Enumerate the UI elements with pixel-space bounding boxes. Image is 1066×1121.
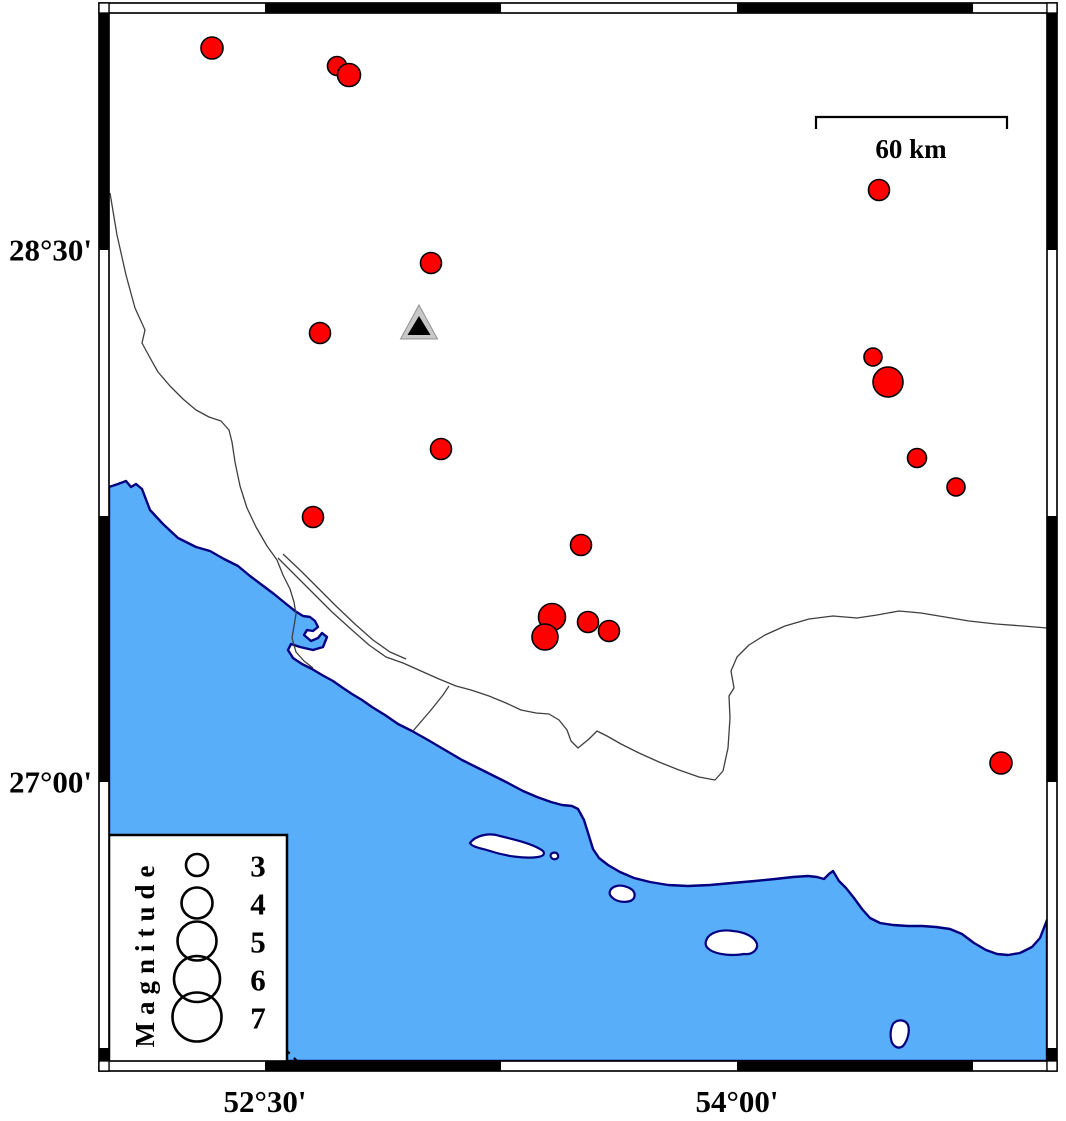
frame-outer-outline	[98, 2, 1058, 1072]
earthquake-layer	[200, 36, 1013, 775]
earthquake-marker	[989, 751, 1013, 775]
earthquake-marker	[906, 447, 928, 469]
lon-label-54-00: 54°00'	[695, 1084, 778, 1119]
earthquake-marker	[419, 251, 443, 275]
legend-circle-mag-6	[172, 954, 222, 1004]
inland-boundary-line	[412, 685, 450, 732]
legend-circle-mag-5	[176, 920, 218, 962]
frame-corner	[98, 1060, 110, 1072]
legend-symbol-scale	[171, 852, 223, 1043]
legend-mag-3: 3	[250, 849, 266, 884]
earthquake-marker	[867, 178, 891, 202]
frame-corner	[98, 2, 110, 14]
station-triangle-inner	[407, 316, 431, 335]
frame-inner-outline	[108, 12, 1048, 1062]
earthquake-marker	[336, 62, 362, 88]
sea-polygon	[109, 479, 1047, 1061]
legend-circle-mag-3	[184, 852, 210, 878]
scale-bar-label: 60 km	[875, 134, 947, 164]
earthquake-marker	[301, 505, 325, 529]
legend-mag-4: 4	[250, 887, 266, 922]
frame-seg	[1047, 13, 1057, 250]
frame-seg	[737, 1061, 973, 1071]
island	[468, 833, 545, 859]
inland-boundary-line	[109, 192, 314, 669]
legend-circle-mag-4	[180, 886, 214, 920]
earthquake-marker	[569, 533, 593, 557]
scale-bar: 60 km	[814, 115, 1009, 164]
lat-label-28-30: 28°30'	[9, 233, 92, 268]
earthquake-marker	[863, 347, 883, 367]
earthquake-marker	[597, 619, 621, 643]
frame-seg	[265, 1061, 501, 1071]
legend-title: Magnitude	[130, 858, 160, 1047]
legend-mag-5: 5	[250, 925, 266, 960]
legend-box	[107, 833, 289, 1072]
lat-label-27-00: 27°00'	[9, 765, 92, 800]
earthquake-marker	[429, 437, 453, 461]
earthquake-marker	[531, 623, 559, 651]
earthquake-marker	[946, 477, 966, 497]
scale-bar-bracket	[814, 115, 1009, 129]
frame-seg	[1047, 1048, 1057, 1061]
island	[608, 884, 636, 903]
legend-mag-7: 7	[250, 1001, 266, 1036]
frame-seg	[737, 3, 973, 13]
lon-label-52-30: 52°30'	[223, 1084, 306, 1119]
earthquake-marker	[308, 321, 332, 345]
station-layer	[399, 303, 439, 340]
island	[704, 929, 759, 957]
frame-seg	[99, 1048, 109, 1061]
frame-seg	[99, 13, 109, 250]
magnitude-legend: Magnitude 3 4 5 6 7	[107, 833, 289, 1072]
geo-layer	[109, 192, 1047, 1061]
frame-seg	[265, 3, 501, 13]
frame-seg	[99, 516, 109, 782]
legend-mag-6: 6	[250, 963, 266, 998]
inland-boundary-line	[282, 553, 407, 660]
map-frame	[98, 2, 1058, 1072]
frame-corner	[1046, 2, 1058, 14]
island	[549, 851, 560, 861]
legend-circle-mag-7	[171, 991, 223, 1043]
earthquake-marker	[576, 610, 600, 634]
earthquake-marker	[872, 366, 904, 398]
frame-seg	[1047, 516, 1057, 782]
island	[889, 1019, 910, 1049]
inland-boundary-line	[277, 557, 1047, 781]
frame-corner	[1046, 1060, 1058, 1072]
earthquake-marker	[200, 36, 224, 60]
